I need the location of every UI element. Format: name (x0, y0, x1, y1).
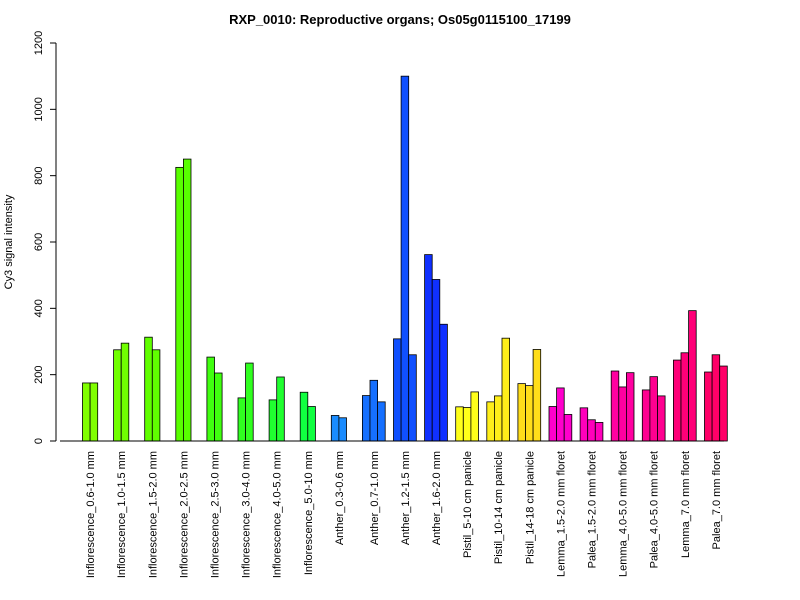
bar (120, 342, 130, 442)
x-tick-label: Inflorescence_2.5-3.0 mm (210, 451, 222, 578)
bar (151, 349, 161, 442)
bar (462, 407, 472, 442)
x-tick-label: Anther_0.3-0.6 mm (334, 451, 346, 545)
bar (587, 419, 596, 442)
bar (369, 379, 378, 442)
bar (268, 399, 278, 442)
x-tick-label: Anther_0.7-1.0 mm (369, 451, 381, 545)
x-tick-label: Lemma_1.5-2.0 mm floret (555, 451, 567, 577)
bar (206, 356, 215, 442)
x-tick-label: Anther_1.6-2.0 mm (431, 451, 443, 545)
y-axis: 0 200 400 600 800 1000 1200 (33, 31, 57, 444)
bar (501, 337, 510, 442)
bar (113, 349, 122, 442)
bar (400, 75, 410, 442)
x-tick-label: Palea_1.5-2.0 mm floret (587, 451, 599, 568)
x-tick-label: Inflorescence_4.0-5.0 mm (272, 451, 284, 578)
bar (556, 387, 565, 442)
bar (532, 349, 542, 442)
x-tick-label: Anther_1.2-1.5 mm (400, 451, 412, 545)
bar (361, 395, 371, 442)
bar (377, 401, 386, 442)
bar (439, 323, 448, 442)
bar (641, 389, 651, 442)
x-axis-labels: Inflorescence_0.6-1.0 mm Inflorescence_1.… (85, 451, 723, 578)
x-tick-label: Palea_7.0 mm floret (711, 451, 723, 549)
x-tick-label: Inflorescence_5.0-10 mm (303, 451, 315, 575)
bar (486, 401, 495, 442)
bar (144, 336, 153, 442)
bar (408, 354, 417, 442)
x-tick-label: Palea_4.0-5.0 mm floret (649, 451, 661, 568)
bar (431, 279, 441, 442)
x-tick-label: Inflorescence_3.0-4.0 mm (241, 451, 253, 578)
x-tick-label: Inflorescence_2.0-2.5 mm (178, 451, 190, 578)
bar (338, 417, 347, 442)
bar (455, 406, 464, 442)
bar (688, 310, 697, 442)
bar (237, 397, 246, 442)
bar (657, 395, 666, 442)
bar (493, 395, 503, 442)
bar (711, 354, 721, 442)
bar (89, 382, 99, 442)
bar (563, 414, 573, 442)
y-axis-title: Cy3 signal intensity (3, 194, 15, 289)
bar (307, 406, 316, 442)
y-tick-label: 600 (33, 233, 45, 251)
bar (214, 372, 223, 442)
bar (610, 370, 620, 442)
y-tick-label: 800 (33, 166, 45, 184)
bar (525, 385, 534, 442)
bar (517, 383, 526, 442)
bar (594, 422, 604, 442)
x-tick-label: Inflorescence_0.6-1.0 mm (85, 451, 97, 578)
bar (175, 166, 184, 442)
bar (704, 371, 713, 442)
bar (680, 352, 689, 442)
y-tick-label: 1200 (33, 31, 45, 55)
bar (719, 365, 728, 442)
bar (245, 362, 254, 442)
bar (649, 376, 658, 442)
chart-title: RXP_0010: Reproductive organs; Os05g0115… (229, 12, 571, 27)
bar (673, 359, 682, 442)
bar (424, 254, 433, 442)
bar (182, 158, 192, 442)
bar (330, 415, 340, 442)
x-tick-label: Pistil_5-10 cm panicle (462, 451, 474, 558)
bar (470, 391, 479, 442)
bar (626, 372, 635, 442)
x-tick-label: Pistil_14-18 cm panicle (524, 451, 536, 564)
y-tick-label: 200 (33, 365, 45, 383)
bar (393, 338, 402, 442)
x-tick-label: Lemma_7.0 mm floret (680, 451, 692, 558)
y-tick-label: 0 (33, 438, 45, 444)
x-tick-label: Lemma_4.0-5.0 mm floret (618, 451, 630, 577)
y-tick-label: 1000 (33, 97, 45, 121)
x-tick-label: Pistil_10-14 cm panicle (493, 451, 505, 564)
bar (618, 386, 627, 442)
bar (276, 376, 285, 442)
x-tick-label: Inflorescence_1.5-2.0 mm (147, 451, 159, 578)
bar (548, 406, 557, 442)
bar (82, 382, 91, 442)
y-tick-label: 400 (33, 299, 45, 317)
bars (60, 75, 728, 442)
bar (299, 391, 309, 442)
bar (579, 407, 589, 442)
x-tick-label: Inflorescence_1.0-1.5 mm (116, 451, 128, 578)
